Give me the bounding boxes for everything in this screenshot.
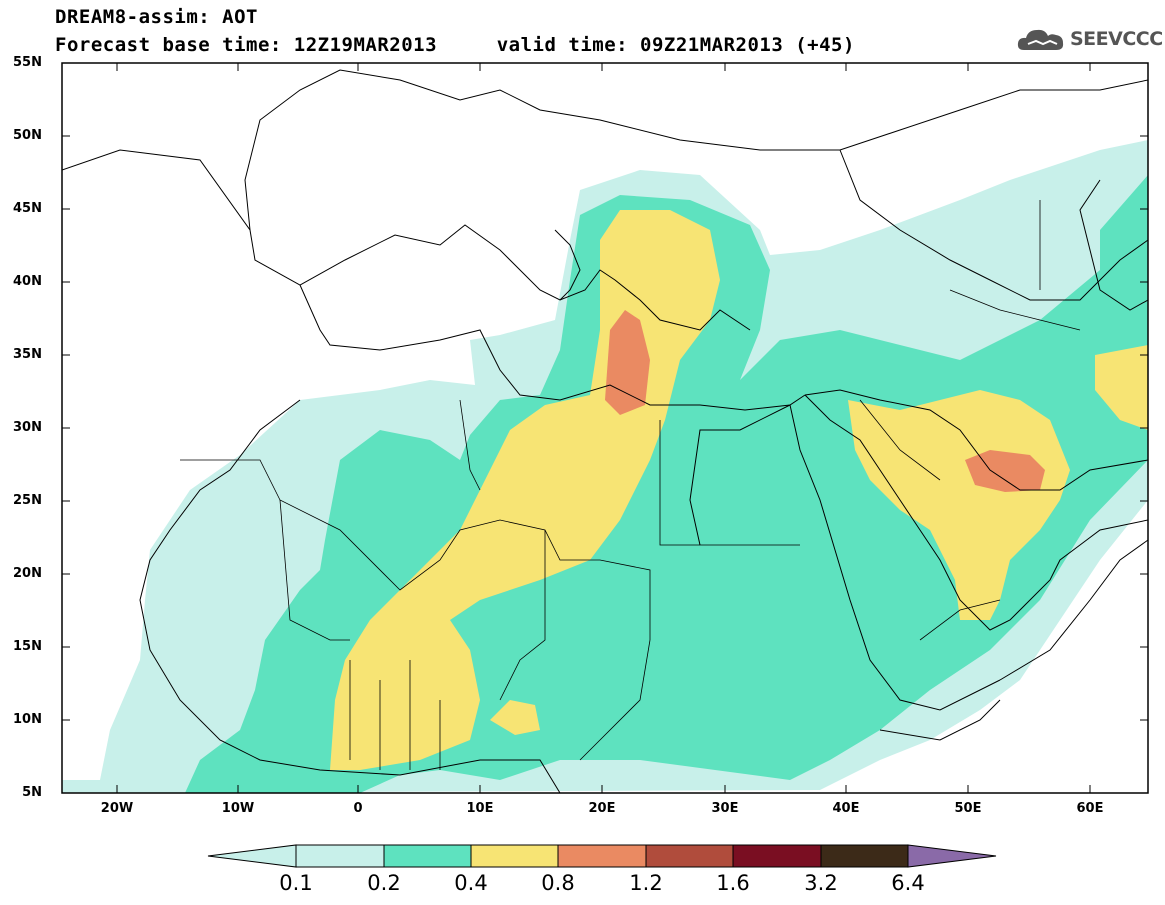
lat-label-5n: 5N [22,785,42,800]
country-borders [180,200,1081,770]
colorbar-label-0.8: 0.8 [541,871,575,895]
lat-label-20n: 20N [13,566,42,581]
colorbar-box-3.2 [820,844,909,868]
colorbar-label-1.6: 1.6 [716,871,750,895]
lat-label-10n: 10N [13,712,42,727]
colorbar-box-1.6 [732,844,822,868]
colorbar-label-3.2: 3.2 [804,871,838,895]
colorbar-box-1.2 [645,844,734,868]
lon-label-0: 0 [353,801,363,816]
lon-label-40e: 40E [832,801,860,816]
colorbar-label-1.2: 1.2 [629,871,663,895]
lat-label-30n: 30N [13,420,42,435]
colorbar-box-0.8 [557,844,647,868]
coastlines [62,69,1148,793]
aot-contours [62,140,1148,793]
aot-band-0.4-arabia [848,390,1070,620]
colorbar-box-0.4 [470,844,559,868]
colorbar-label-6.4: 6.4 [891,871,925,895]
lon-label-10e: 10E [466,801,494,816]
seevccc-logo: SEEVCCC [1016,24,1163,54]
colorbar-box-0.1 [295,844,385,868]
cloud-icon [1017,29,1064,50]
colorbar-label-0.1: 0.1 [279,871,313,895]
lon-label-20w: 20W [100,801,134,816]
lat-label-45n: 45N [13,201,42,216]
lat-label-40n: 40N [13,274,42,289]
colorbar-box-0.2 [383,844,472,868]
lon-label-60e: 60E [1076,801,1104,816]
colorbar-under-arrow [207,844,297,868]
lon-label-20e: 20E [588,801,616,816]
lat-label-35n: 35N [13,347,42,362]
lat-label-15n: 15N [13,639,42,654]
lat-label-50n: 50N [13,128,42,143]
logo-text: SEEVCCC [1070,28,1163,50]
lat-label-55n: 55N [13,55,42,70]
aot-band-0.4-nigeria [490,700,540,735]
aot-band-0.8-libya [605,310,650,415]
chart-title: DREAM8-assim: AOT [55,6,258,28]
lon-label-30e: 30E [711,801,739,816]
axis-ticks [62,62,1148,794]
chart-subtitle: Forecast base time: 12Z19MAR2013 valid t… [55,34,855,56]
colorbar-label-0.4: 0.4 [454,871,488,895]
aot-band-0.4-iran [1095,345,1148,430]
colorbar-over-arrow [907,844,997,868]
aot-band-0.8-gulf [965,450,1045,492]
lat-label-25n: 25N [13,493,42,508]
colorbar [207,844,997,868]
lon-label-10w: 10W [221,801,255,816]
lon-label-50e: 50E [954,801,982,816]
colorbar-label-0.2: 0.2 [367,871,401,895]
